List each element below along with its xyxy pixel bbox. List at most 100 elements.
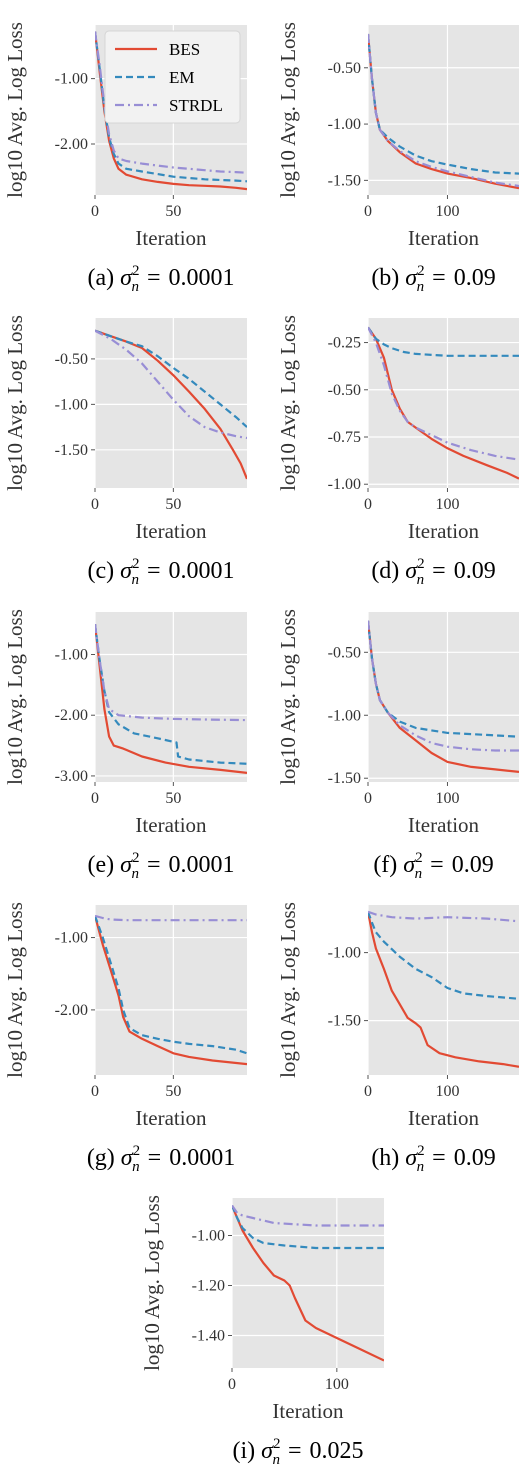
x-tick-label: 100 — [435, 790, 459, 807]
x-axis-label: Iteration — [135, 813, 207, 837]
legend: BES EM STRDL — [104, 30, 241, 124]
y-tick-label: -1.20 — [192, 1278, 225, 1295]
x-axis-label: Iteration — [408, 226, 480, 250]
y-axis-label: log10 Avg. Log Loss — [3, 315, 27, 491]
x-axis-label: Iteration — [135, 1106, 207, 1130]
subplot-i: 0 100 -1.00 -1.20 -1.40 Iteration log10 Avg. L… — [140, 1195, 384, 1468]
subplot-c: 0 50 -0.50 -1.00 -1.50 Iteration log10 Avg. Lo… — [3, 315, 247, 588]
caption-prefix: (f) — [373, 852, 397, 878]
caption-sigma: σ — [261, 1438, 274, 1464]
caption-value: 0.0001 — [169, 852, 235, 878]
series-line-bes — [368, 911, 519, 1068]
caption-equals: = — [147, 852, 161, 878]
caption-sigma: σ — [120, 265, 133, 291]
caption-value: 0.0001 — [169, 558, 235, 584]
caption-equals: = — [147, 265, 161, 291]
series-line-strdl — [232, 1204, 384, 1227]
caption-value: 0.0001 — [169, 1145, 235, 1171]
series-line-em — [95, 623, 247, 765]
caption-value: 0.09 — [454, 265, 496, 291]
y-tick-label: -1.00 — [192, 1228, 225, 1245]
caption-sigma: σ — [405, 1145, 418, 1171]
subplot-f: 0 100 -0.50 -1.00 -1.50 Iteration log10 Avg. L… — [276, 609, 519, 882]
caption-superscript: 2 — [132, 850, 140, 866]
y-tick-label: -1.50 — [328, 1013, 361, 1030]
series-line-strdl — [368, 326, 519, 461]
y-tick-label: -1.50 — [328, 172, 361, 189]
caption-superscript: 2 — [132, 263, 140, 279]
subplot-g: 0 50 -1.00 -2.00 Iteration log10 Avg. Log Los… — [3, 902, 247, 1175]
x-tick-label: 100 — [435, 496, 459, 513]
x-axis-label: Iteration — [408, 1106, 480, 1130]
series-line-bes — [232, 1205, 384, 1362]
series-line-strdl — [95, 623, 247, 722]
y-axis-label: log10 Avg. Log Loss — [3, 22, 27, 198]
caption-prefix: (b) — [371, 265, 399, 291]
subplot-e: 0 50 -1.00 -2.00 -3.00 Iteration log10 Avg. Lo… — [3, 609, 247, 882]
y-tick-label: -3.00 — [55, 768, 88, 785]
y-tick-label: -1.50 — [328, 770, 361, 787]
subplot-caption: (c) σ2 n = 0.0001 — [87, 556, 234, 588]
legend-label-strdl: STRDL — [169, 96, 223, 115]
subplot-caption: (g) σ2 n = 0.0001 — [87, 1143, 235, 1175]
caption-subscript: n — [272, 1452, 280, 1468]
x-tick-label: 0 — [364, 203, 372, 220]
subplot-caption: (e) σ2 n = 0.0001 — [87, 850, 234, 882]
caption-prefix: (e) — [87, 852, 114, 878]
series-line-strdl — [368, 910, 519, 923]
series-line-em — [368, 911, 519, 1000]
x-tick-label: 0 — [364, 496, 372, 513]
caption-equals: = — [432, 265, 446, 291]
caption-prefix: (d) — [371, 558, 399, 584]
y-tick-label: -2.00 — [55, 1002, 88, 1019]
caption-value: 0.0001 — [169, 265, 235, 291]
caption-prefix: (h) — [371, 1145, 399, 1171]
caption-superscript: 2 — [417, 263, 425, 279]
caption-subscript: n — [415, 866, 423, 882]
x-axis-label: Iteration — [408, 519, 480, 543]
caption-superscript: 2 — [133, 1143, 141, 1159]
x-tick-label: 0 — [91, 203, 99, 220]
caption-value: 0.025 — [310, 1438, 364, 1464]
y-tick-label: -2.00 — [55, 136, 88, 153]
caption-sigma: σ — [120, 852, 133, 878]
series-line-em — [368, 326, 519, 357]
plot-area — [368, 25, 519, 195]
x-axis-label: Iteration — [272, 1399, 344, 1423]
series-line-bes — [95, 623, 247, 774]
series-line-em — [95, 329, 247, 428]
caption-equals: = — [430, 852, 444, 878]
y-tick-label: -1.00 — [328, 476, 361, 493]
plot-area — [368, 612, 519, 782]
y-axis-label: log10 Avg. Log Loss — [276, 315, 300, 491]
x-tick-label: 100 — [435, 203, 459, 220]
series-line-em — [95, 915, 247, 1055]
caption-equals: = — [432, 558, 446, 584]
caption-sigma: σ — [121, 1145, 134, 1171]
subplot-caption: (b) σ2 n = 0.09 — [371, 263, 495, 295]
x-tick-label: 100 — [435, 1083, 459, 1100]
plot-area — [95, 612, 247, 782]
x-axis-label: Iteration — [135, 226, 207, 250]
caption-equals: = — [148, 1145, 162, 1171]
y-tick-label: -1.00 — [328, 945, 361, 962]
y-axis-label: log10 Avg. Log Loss — [276, 902, 300, 1078]
subplot-caption: (d) σ2 n = 0.09 — [371, 556, 495, 588]
x-tick-label: 0 — [91, 496, 99, 513]
subplot-a: 0 50 -1.00 -2.00 Iteration log10 Avg. Log Los… — [3, 22, 247, 295]
x-tick-label: 50 — [165, 496, 181, 513]
legend-box — [104, 30, 241, 124]
y-tick-label: -0.50 — [328, 382, 361, 399]
caption-value: 0.09 — [454, 558, 496, 584]
series-line-strdl — [368, 620, 519, 752]
caption-subscript: n — [417, 572, 425, 588]
x-tick-label: 0 — [91, 790, 99, 807]
x-tick-label: 100 — [325, 1376, 349, 1393]
caption-subscript: n — [417, 1159, 425, 1175]
legend-label-em: EM — [169, 68, 195, 87]
x-tick-label: 0 — [228, 1376, 236, 1393]
series-line-strdl — [95, 914, 247, 922]
caption-superscript: 2 — [132, 556, 140, 572]
caption-sigma: σ — [405, 265, 418, 291]
y-tick-label: -0.50 — [328, 644, 361, 661]
